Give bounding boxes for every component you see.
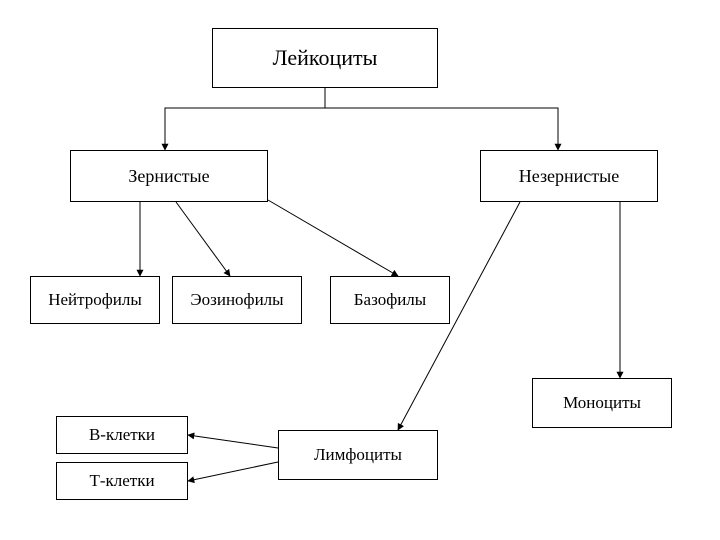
node-monocytes: Моноциты	[532, 378, 672, 428]
node-agranulocytes: Незернистые	[480, 150, 658, 202]
diagram-canvas: Лейкоциты Зернистые Незернистые Нейтрофи…	[0, 0, 720, 540]
node-label: Базофилы	[354, 290, 426, 310]
edge-gran-eosino	[176, 202, 230, 276]
node-b-cells: В-клетки	[56, 416, 188, 454]
node-label: В-клетки	[89, 425, 155, 445]
node-label: Нейтрофилы	[48, 290, 142, 310]
node-label: Лимфоциты	[314, 445, 402, 465]
edge-lymph-bcell	[188, 435, 278, 448]
node-label: Зернистые	[128, 166, 209, 187]
node-granulocytes: Зернистые	[70, 150, 268, 202]
edge-lymph-tcell	[188, 462, 278, 481]
node-label: Лейкоциты	[273, 45, 378, 71]
node-label: Т-клетки	[89, 471, 154, 491]
edge-gran-baso	[268, 200, 398, 276]
node-basophils: Базофилы	[330, 276, 450, 324]
node-neutrophils: Нейтрофилы	[30, 276, 160, 324]
node-label: Незернистые	[519, 166, 620, 187]
edge-root-agran	[325, 88, 558, 150]
edge-root-gran	[165, 88, 325, 150]
node-eosinophils: Эозинофилы	[172, 276, 302, 324]
node-t-cells: Т-клетки	[56, 462, 188, 500]
node-lymphocytes: Лимфоциты	[278, 430, 438, 480]
node-leukocytes: Лейкоциты	[212, 28, 438, 88]
node-label: Моноциты	[563, 393, 641, 413]
node-label: Эозинофилы	[190, 290, 283, 310]
